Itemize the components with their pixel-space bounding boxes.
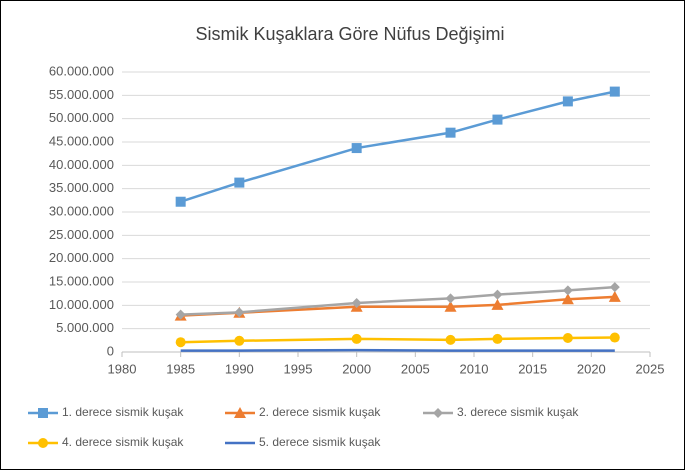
y-tick-label: 0 bbox=[107, 343, 114, 358]
y-tick-label: 25.000.000 bbox=[49, 227, 114, 242]
x-tick-label: 1990 bbox=[225, 361, 254, 376]
x-tick-label: 2020 bbox=[577, 361, 606, 376]
marker bbox=[445, 334, 456, 345]
legend-label: 3. derece sismik kuşak bbox=[457, 405, 579, 419]
x-tick-label: 2000 bbox=[342, 361, 371, 376]
marker bbox=[445, 293, 456, 304]
legend-marker bbox=[38, 408, 48, 418]
marker bbox=[445, 127, 456, 138]
marker bbox=[561, 293, 574, 305]
marker bbox=[234, 177, 245, 188]
marker bbox=[444, 300, 457, 312]
y-tick-label: 30.000.000 bbox=[49, 203, 114, 218]
y-tick-label: 45.000.000 bbox=[49, 133, 114, 148]
legend-label: 1. derece sismik kuşak bbox=[62, 405, 184, 419]
y-tick-label: 5.000.000 bbox=[56, 320, 114, 335]
marker bbox=[175, 196, 186, 207]
x-tick-label: 1995 bbox=[284, 361, 313, 376]
y-tick-label: 15.000.000 bbox=[49, 273, 114, 288]
marker bbox=[234, 335, 245, 346]
marker bbox=[175, 309, 186, 320]
y-tick-label: 40.000.000 bbox=[49, 157, 114, 172]
y-tick-label: 60.000.000 bbox=[49, 63, 114, 78]
marker bbox=[562, 285, 573, 296]
marker bbox=[492, 333, 503, 344]
x-tick-label: 1985 bbox=[166, 361, 195, 376]
x-tick-label: 2005 bbox=[401, 361, 430, 376]
marker bbox=[609, 332, 620, 343]
legend-marker bbox=[38, 438, 48, 448]
x-tick-label: 2025 bbox=[636, 361, 665, 376]
legend-marker bbox=[433, 408, 443, 418]
marker bbox=[351, 143, 362, 154]
marker bbox=[609, 86, 620, 97]
marker bbox=[491, 298, 504, 310]
x-tick-label: 2015 bbox=[518, 361, 547, 376]
marker bbox=[234, 307, 245, 318]
y-tick-label: 35.000.000 bbox=[49, 180, 114, 195]
marker bbox=[351, 298, 362, 308]
legend-label: 4. derece sismik kuşak bbox=[62, 435, 184, 449]
marker bbox=[562, 96, 573, 107]
marker bbox=[175, 337, 186, 348]
x-tick-label: 2010 bbox=[460, 361, 489, 376]
legend-marker bbox=[234, 407, 246, 418]
y-tick-label: 10.000.000 bbox=[49, 297, 114, 312]
chart-title: Sismik Kuşaklara Göre Nüfus Değişimi bbox=[195, 24, 504, 44]
y-tick-label: 20.000.000 bbox=[49, 250, 114, 265]
marker bbox=[562, 333, 573, 343]
legend-label: 5. derece sismik kuşak bbox=[259, 435, 381, 449]
x-tick-label: 1980 bbox=[108, 361, 137, 376]
legend-label: 2. derece sismik kuşak bbox=[259, 405, 381, 419]
marker bbox=[609, 282, 620, 293]
y-tick-label: 50.000.000 bbox=[49, 110, 114, 125]
y-tick-label: 55.000.000 bbox=[49, 87, 114, 102]
marker bbox=[608, 290, 621, 302]
marker bbox=[492, 289, 503, 300]
marker bbox=[492, 114, 503, 125]
marker bbox=[351, 333, 362, 344]
